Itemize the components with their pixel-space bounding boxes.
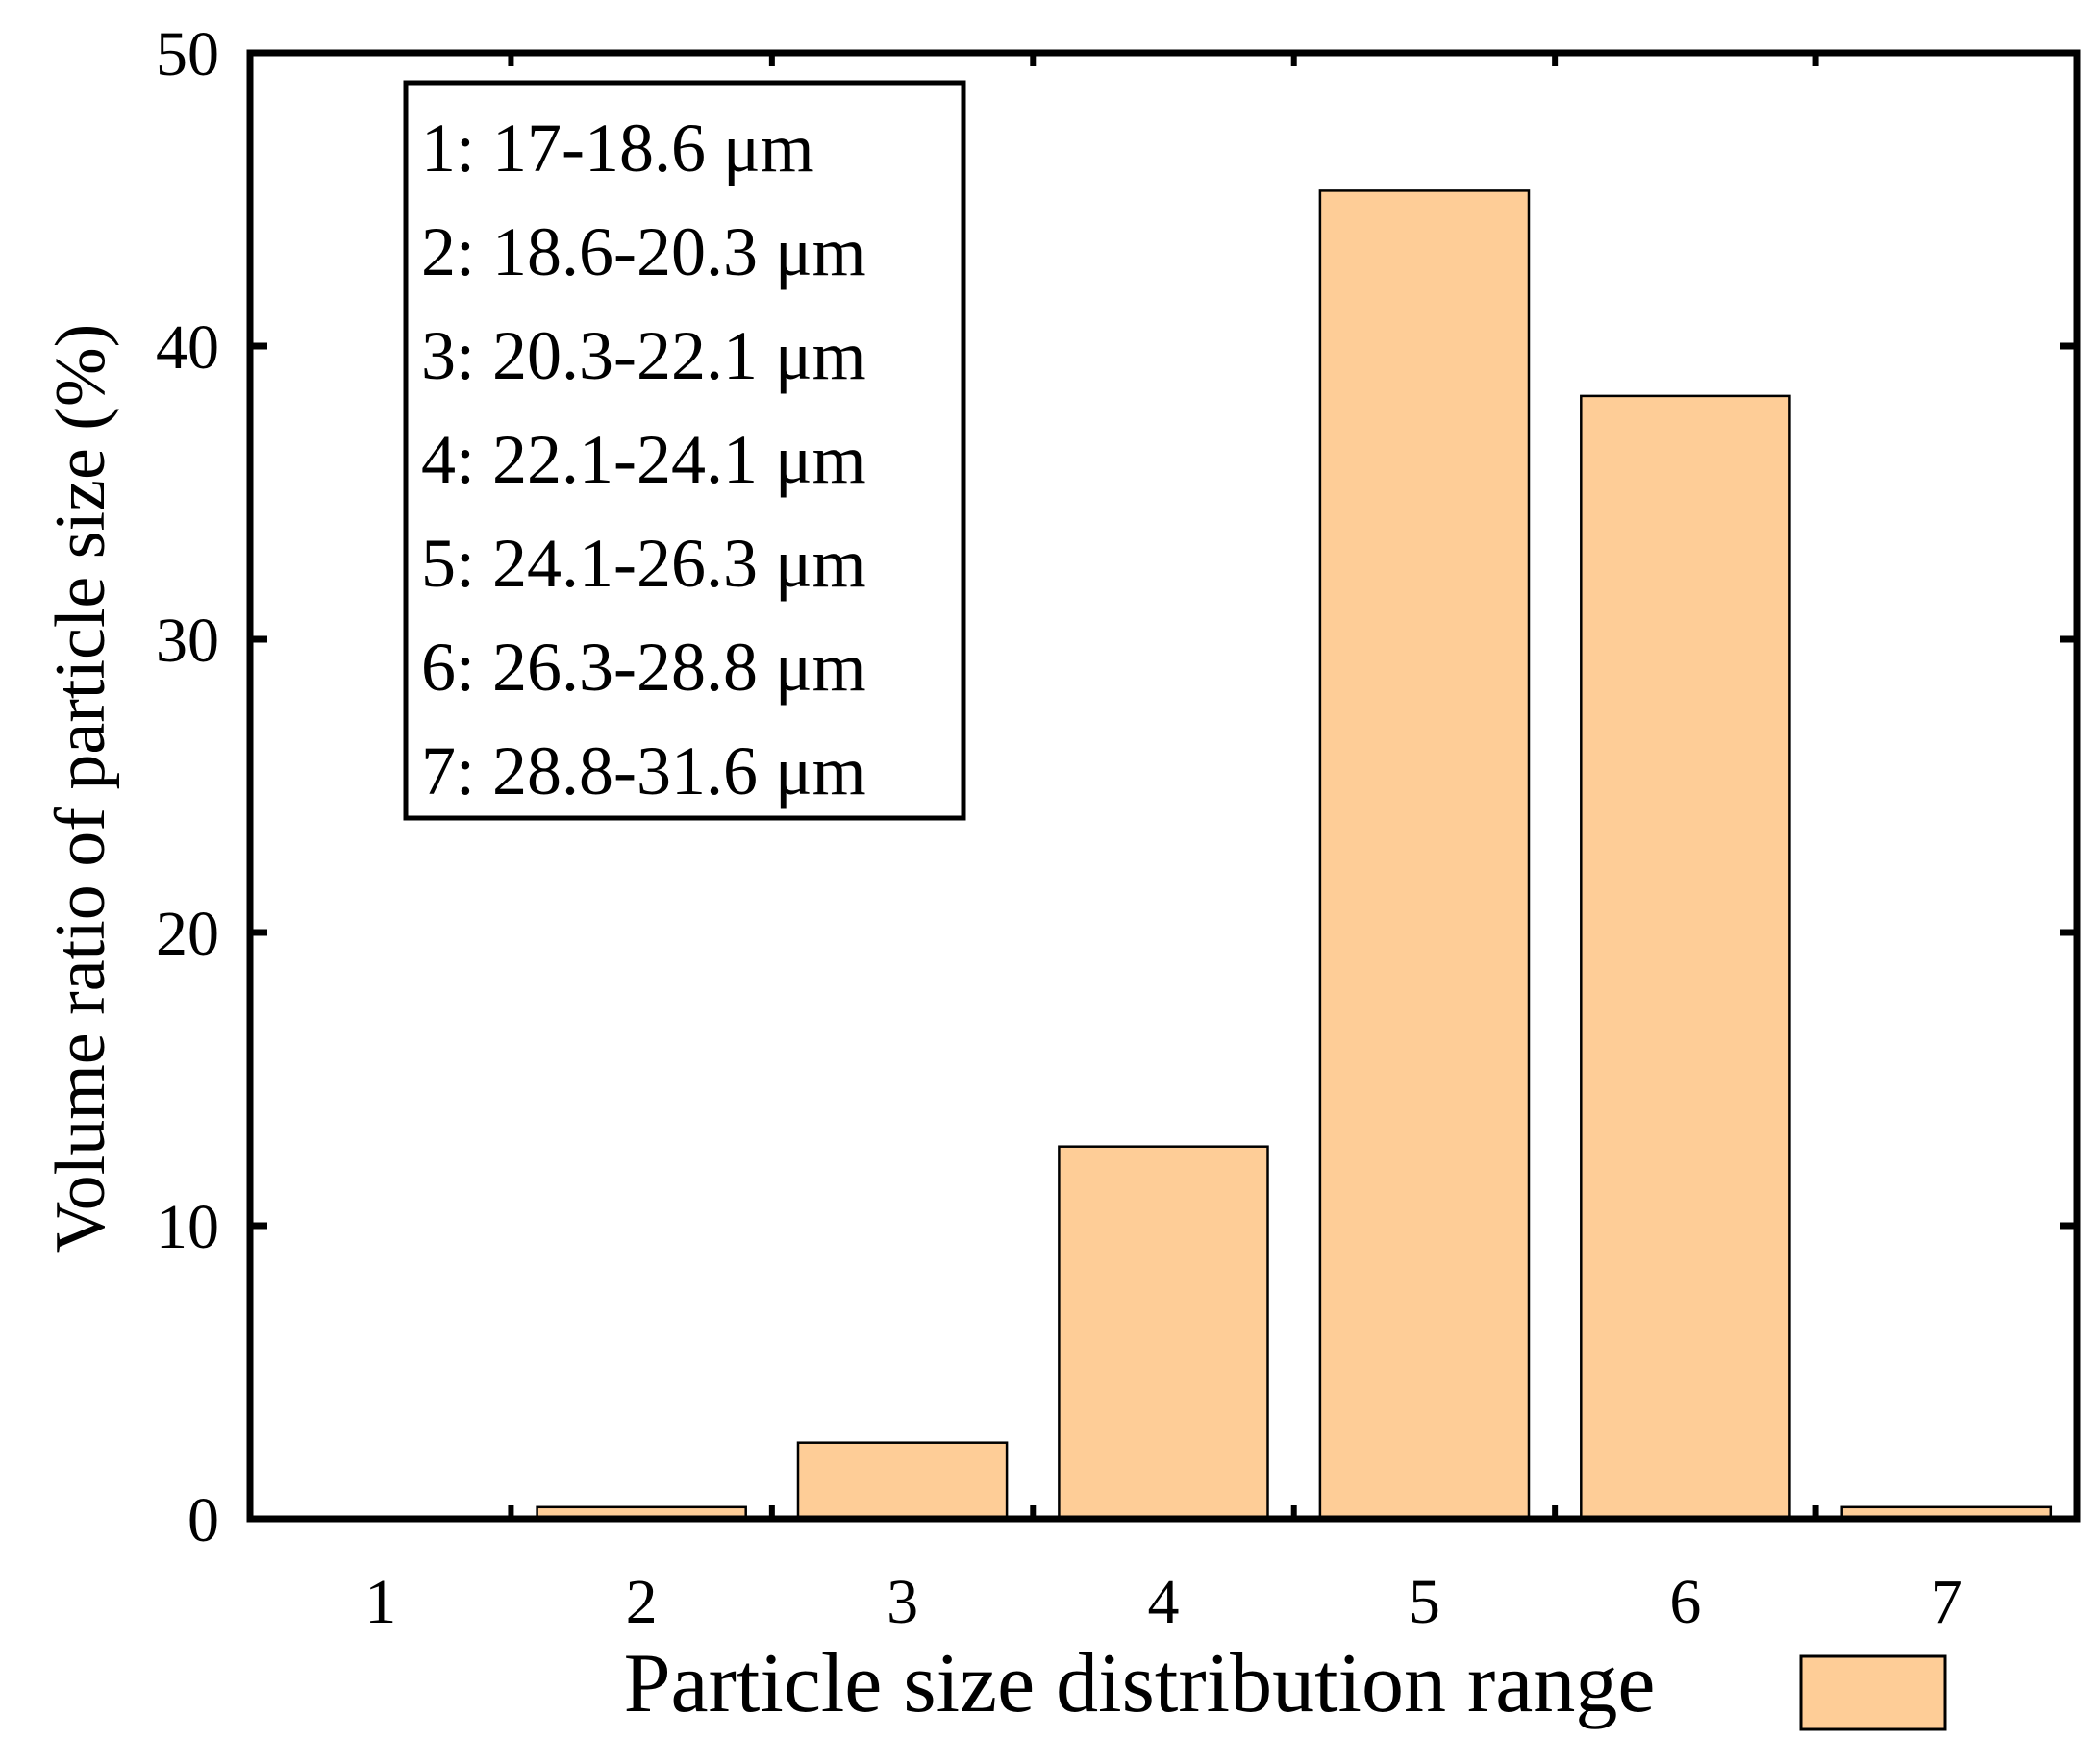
bar-6 [1580, 394, 1791, 1521]
plot-frame [246, 49, 2081, 1523]
x-tick-label-2: 2 [626, 1567, 658, 1637]
y-tick-label-10: 10 [156, 1192, 219, 1262]
legend-swatch [1799, 1654, 1947, 1731]
x-tick-labels: 1 2 3 4 5 6 7 [364, 1567, 1962, 1637]
x-tick-label-6: 6 [1669, 1567, 1701, 1637]
x-tick-label-1: 1 [364, 1567, 396, 1637]
range-legend-item-6: 6: 26.3-28.8 μm [421, 629, 866, 706]
range-legend-item-2: 2: 18.6-20.3 μm [421, 213, 866, 290]
y-axis-label: Volume ratio of particle size (%) [41, 324, 120, 1253]
y-tick-label-20: 20 [156, 899, 219, 969]
bars-group [536, 189, 2053, 1521]
y-tick-labels: 0 10 20 30 40 50 [156, 19, 219, 1555]
bar-5 [1318, 189, 1531, 1521]
bar-4 [1058, 1145, 1269, 1521]
range-legend-item-7: 7: 28.8-31.6 μm [421, 733, 866, 809]
x-tick-label-7: 7 [1931, 1567, 1962, 1637]
x-tick-label-5: 5 [1409, 1567, 1440, 1637]
range-legend-item-5: 5: 24.1-26.3 μm [421, 525, 866, 602]
y-tick-label-50: 50 [156, 19, 219, 89]
range-legend-box [403, 80, 966, 821]
range-legend-item-3: 3: 20.3-22.1 μm [421, 317, 866, 394]
x-tick-label-4: 4 [1148, 1567, 1180, 1637]
range-legend-item-1: 1: 17-18.6 μm [421, 110, 814, 186]
y-tick-label-30: 30 [156, 606, 219, 676]
y-tick-label-0: 0 [187, 1485, 219, 1555]
range-legend-item-4: 4: 22.1-24.1 μm [421, 421, 866, 498]
x-axis-label: Particle size distribution range [624, 1637, 1656, 1730]
bar-3 [796, 1441, 1009, 1521]
range-legend-lines: 1: 17-18.6 μm 2: 18.6-20.3 μm 3: 20.3-22.1… [421, 110, 866, 809]
y-tick-label-40: 40 [156, 312, 219, 383]
x-tick-label-3: 3 [887, 1567, 918, 1637]
